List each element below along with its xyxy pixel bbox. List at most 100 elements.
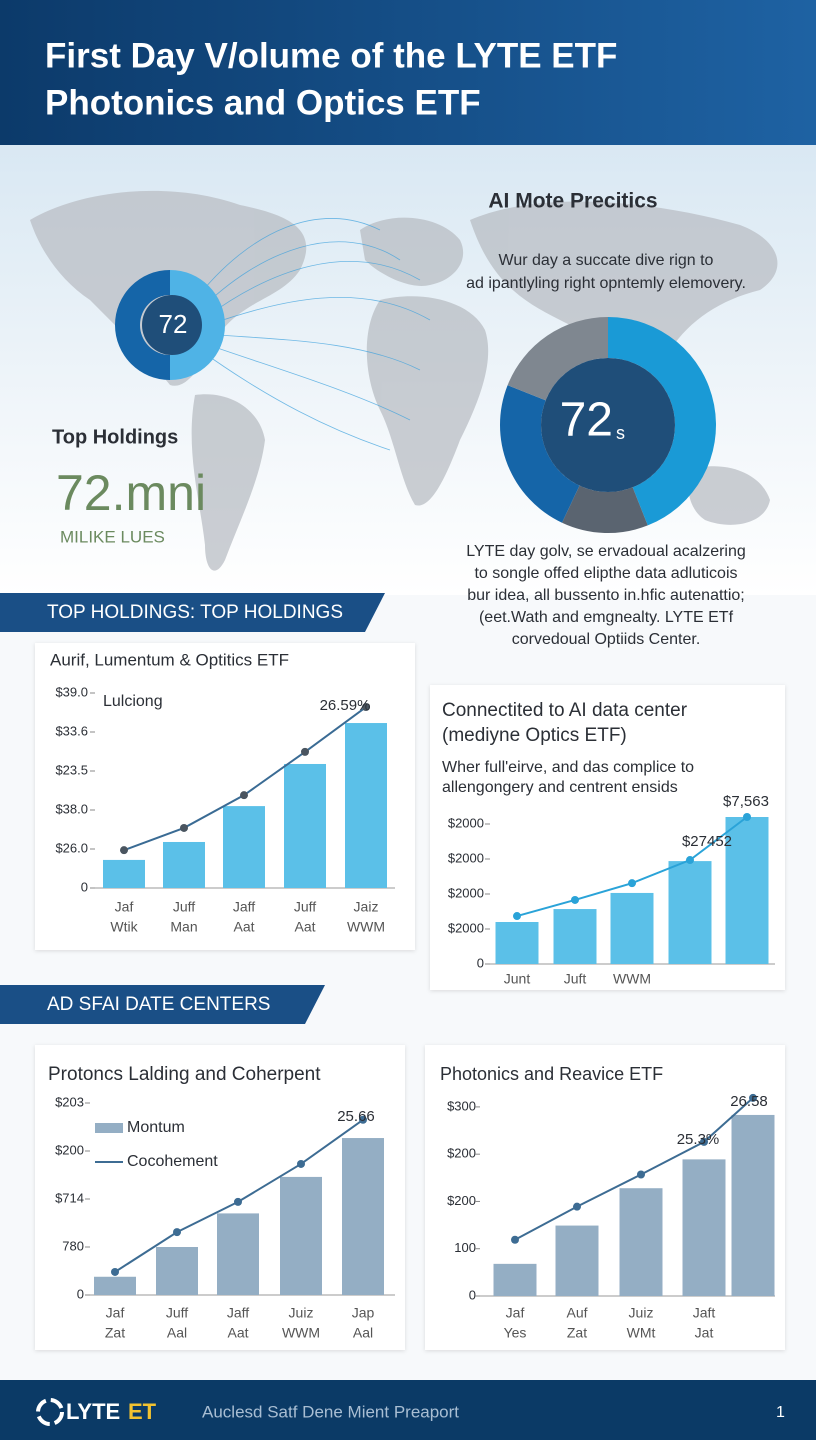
x-tick-label: Jaff [233, 899, 255, 915]
trend-point [120, 846, 128, 855]
y-tick-label: 0 [477, 955, 484, 970]
footer-bar [0, 1380, 816, 1440]
trend-point [743, 813, 751, 821]
y-tick-label: $2000 [448, 815, 484, 830]
trend-point [686, 856, 694, 865]
chart-title: Photonics and Reavice ETF [440, 1064, 663, 1084]
x-tick-sublabel: WWM [282, 1325, 320, 1341]
y-tick-label: $200 [447, 1193, 476, 1208]
holdings-value: 72.mni [56, 465, 206, 521]
annotation: 26.58 [730, 1093, 768, 1110]
annotation: 25.3% [677, 1131, 720, 1148]
bar [94, 1276, 136, 1295]
bar [280, 1176, 322, 1295]
summary-text: corvedoual Optiids Center. [512, 631, 701, 648]
chart-title: Connectited to AI data center [442, 700, 688, 721]
donut-segment [562, 485, 648, 533]
chart-subtitle: allengongery and centrent ensids [442, 779, 678, 796]
bar [555, 1225, 599, 1296]
header-title: First Day V/olume of the LYTE ETF [45, 36, 617, 75]
y-tick-label: $23.5 [55, 762, 88, 777]
legend-label: Montum [127, 1119, 185, 1136]
x-tick-sublabel: Wtik [110, 919, 138, 935]
bar [163, 841, 205, 888]
y-tick-label: $2000 [448, 850, 484, 865]
x-tick-label: Jaf [115, 899, 134, 915]
x-tick-label: Juft [564, 971, 587, 987]
x-tick-sublabel: Jat [695, 1325, 714, 1341]
x-tick-label: Juff [166, 1305, 188, 1321]
donut-center-label: 72 [560, 394, 613, 447]
flow-lines [194, 218, 431, 451]
x-tick-label: Juiz [289, 1305, 314, 1321]
trend-point [513, 912, 521, 921]
chart-title: Aurif, Lumentum & Optitics ETF [50, 650, 289, 669]
annotation: $27452 [682, 833, 732, 850]
legend-swatch [95, 1123, 123, 1133]
y-tick-label: $33.6 [55, 723, 88, 738]
x-tick-label: Jaiz [354, 899, 379, 915]
y-tick-label: $714 [55, 1190, 84, 1205]
donut-segment [500, 385, 580, 523]
x-tick-sublabel: Aat [233, 919, 254, 935]
header-title: Photonics and Optics ETF [45, 83, 481, 122]
trend-point [111, 1267, 119, 1276]
y-tick-label: 0 [81, 879, 88, 894]
bar [725, 817, 769, 964]
x-tick-label: Jaft [693, 1305, 716, 1321]
x-tick-label: Auf [566, 1305, 587, 1321]
x-tick-sublabel: Zat [105, 1325, 125, 1341]
trend-point [511, 1235, 519, 1244]
trend-point [180, 823, 188, 832]
small-donut [115, 270, 225, 380]
trend-point [359, 1115, 367, 1124]
footer-tagline: Auclesd Satf Dene Mient Preaport [202, 1402, 459, 1421]
x-tick-label: WWM [613, 971, 651, 987]
trend-point [628, 879, 636, 888]
x-tick-label: Juff [173, 899, 195, 915]
x-tick-label: Jap [352, 1305, 375, 1321]
trend-point [240, 791, 248, 800]
x-tick-sublabel: Aat [294, 919, 315, 935]
x-tick-sublabel: Man [170, 919, 197, 935]
donut-center [541, 358, 675, 492]
trend-point [362, 703, 370, 712]
annotation: 26.59% [320, 697, 371, 714]
y-tick-label: 0 [77, 1286, 84, 1301]
x-tick-sublabel: Aal [167, 1325, 187, 1341]
chart-title: (mediyne Optics ETF) [442, 725, 627, 746]
summary-text: bur idea, all bussento in.hfic autenatti… [467, 587, 745, 604]
x-tick-label: Jaf [506, 1305, 525, 1321]
x-tick-label: Jaff [227, 1305, 249, 1321]
x-tick-sublabel: WWM [347, 919, 385, 935]
x-tick-sublabel: Aat [227, 1325, 248, 1341]
chart-panel [425, 1045, 785, 1350]
y-tick-label: $39.0 [55, 684, 88, 699]
y-tick-label: 100 [454, 1240, 476, 1255]
bar [223, 806, 265, 888]
annotation: $7,563 [723, 793, 769, 810]
y-tick-label: $2000 [448, 885, 484, 900]
y-tick-label: $38.0 [55, 801, 88, 816]
practice-text: ad ipantlyling right opntemly elemovery. [466, 275, 746, 292]
practice-text: Wur day a succate dive rign to [499, 252, 714, 269]
trend-point [297, 1159, 305, 1168]
trend-point [700, 1137, 708, 1146]
trend-point [637, 1170, 645, 1179]
practice-title: AI Mote Precitics [488, 190, 657, 213]
bar [553, 909, 597, 964]
donut-segment [507, 317, 608, 401]
header-bar [0, 0, 816, 145]
y-tick-label: 780 [62, 1238, 84, 1253]
y-tick-label: $2000 [448, 920, 484, 935]
bar [156, 1247, 198, 1295]
summary-text: (eet.Wath and emgnealty. LYTE ETf [479, 609, 734, 626]
banner-text: TOP HOLDINGS: TOP HOLDINGS [47, 602, 343, 623]
section-banner [0, 985, 325, 1024]
banner-text: AD SFAI DATE CENTERS [47, 994, 270, 1015]
x-tick-label: Junt [504, 971, 531, 987]
trend-point [301, 747, 309, 756]
summary-text: LYTE day golv, se ervadoual acalzering [466, 543, 746, 560]
logo-main: LYTE [66, 1399, 120, 1424]
